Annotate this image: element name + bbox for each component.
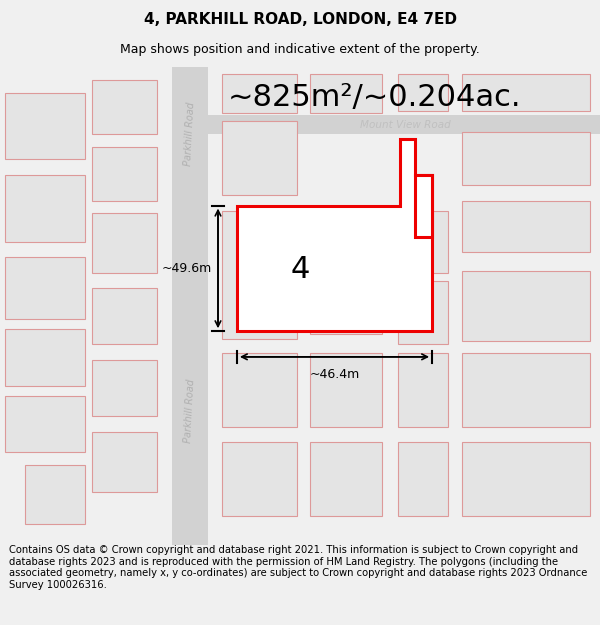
Text: Parkhill Road: Parkhill Road [184, 379, 197, 444]
Bar [222, 442, 297, 516]
Text: 4, PARKHILL ROAD, LONDON, E4 7ED: 4, PARKHILL ROAD, LONDON, E4 7ED [143, 12, 457, 27]
Bar [398, 74, 448, 111]
Bar [462, 271, 590, 341]
Bar [462, 132, 590, 185]
Bar [92, 147, 157, 201]
Bar [5, 257, 85, 319]
Text: 4: 4 [290, 255, 310, 284]
Bar [462, 352, 590, 427]
Bar [415, 175, 432, 236]
Bar [310, 352, 382, 427]
Polygon shape [237, 139, 432, 331]
Polygon shape [172, 67, 208, 545]
Text: Parkhill Road: Parkhill Road [184, 101, 197, 166]
Bar [398, 211, 448, 272]
Text: Mount View Road: Mount View Road [359, 121, 451, 131]
Bar [5, 92, 85, 159]
Bar [5, 329, 85, 386]
Bar [398, 352, 448, 427]
Bar [398, 281, 448, 344]
Bar [92, 80, 157, 134]
Bar [5, 175, 85, 242]
Bar [222, 211, 297, 339]
Polygon shape [415, 175, 432, 236]
Bar [462, 442, 590, 516]
Bar [222, 121, 297, 196]
Bar [92, 288, 157, 344]
Bar [25, 465, 85, 524]
Text: Contains OS data © Crown copyright and database right 2021. This information is : Contains OS data © Crown copyright and d… [9, 545, 587, 590]
Bar [222, 352, 297, 427]
Bar [310, 213, 382, 334]
Bar [92, 213, 157, 272]
Bar [462, 74, 590, 111]
Bar [310, 74, 382, 113]
Bar [222, 74, 297, 113]
Text: ~46.4m: ~46.4m [310, 368, 359, 381]
Bar [462, 201, 590, 252]
Bar [398, 442, 448, 516]
Bar [92, 360, 157, 416]
Bar [310, 442, 382, 516]
Text: Map shows position and indicative extent of the property.: Map shows position and indicative extent… [120, 43, 480, 56]
Bar [207, 115, 600, 134]
Text: ~49.6m: ~49.6m [162, 262, 212, 275]
Text: ~825m²/~0.204ac.: ~825m²/~0.204ac. [228, 83, 521, 112]
Bar [92, 432, 157, 491]
Bar [5, 396, 85, 452]
